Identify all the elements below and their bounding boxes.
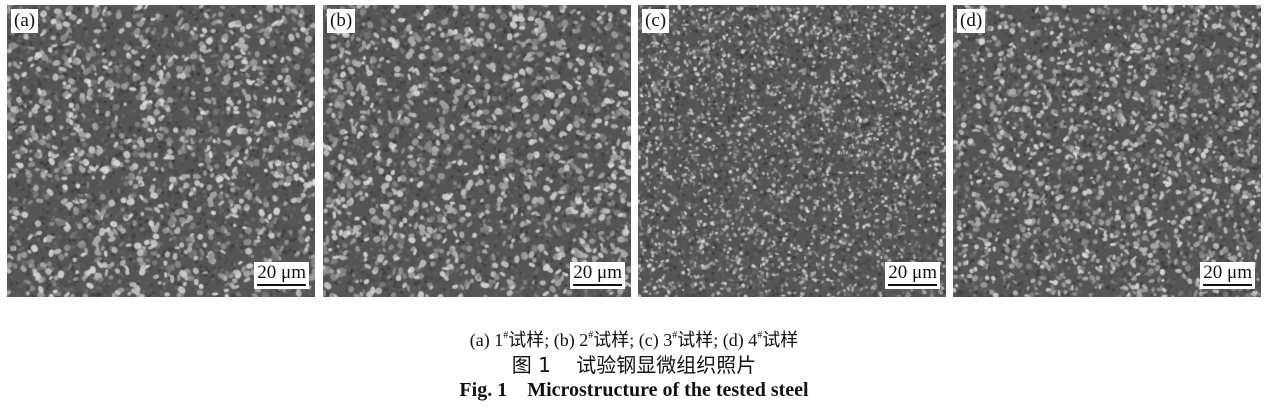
sem-image-b: (b) 20 μm xyxy=(323,5,631,297)
caption-english: Fig. 1 Microstructure of the tested stee… xyxy=(459,379,809,401)
subcaption-sup: # xyxy=(672,330,678,341)
panel-label: (b) xyxy=(327,9,356,33)
subcaption-part: 试样 xyxy=(762,330,799,350)
caption-chinese: 图 1 试验钢显微组织照片 xyxy=(511,353,757,377)
scale-bar: 20 μm xyxy=(1200,262,1255,289)
sem-image-d: (d) 20 μm xyxy=(953,5,1261,297)
scale-bar-line xyxy=(1203,284,1252,286)
scale-bar: 20 μm xyxy=(254,262,309,289)
scale-bar: 20 μm xyxy=(570,262,625,289)
scale-bar-line xyxy=(257,284,306,286)
subcaption-sup: # xyxy=(757,330,763,341)
subcaption-part: 试样; xyxy=(593,330,639,350)
sem-image-a: (a) 20 μm xyxy=(7,5,315,297)
scale-bar-text: 20 μm xyxy=(888,262,937,283)
scale-bar-line xyxy=(573,284,622,286)
subcaption-part: (a) 1 xyxy=(469,330,504,350)
subcaption-part: 试样; xyxy=(677,330,723,350)
subcaption-sup: # xyxy=(503,330,509,341)
subcaption-part: (d) 4 xyxy=(722,330,758,350)
subcaption-part: (c) 3 xyxy=(638,330,673,350)
panel-label: (d) xyxy=(957,9,986,33)
scale-bar-text: 20 μm xyxy=(257,262,306,283)
panel-label: (a) xyxy=(11,9,39,33)
panel-label: (c) xyxy=(642,9,670,33)
subcaption-sup: # xyxy=(588,330,594,341)
scale-bar-text: 20 μm xyxy=(1203,262,1252,283)
sem-image-c: (c) 20 μm xyxy=(638,5,946,297)
micrograph xyxy=(638,5,946,297)
subcaption-part: 试样; xyxy=(508,330,554,350)
scale-bar-line xyxy=(888,284,937,286)
micrograph xyxy=(323,5,631,297)
scale-bar: 20 μm xyxy=(885,262,940,289)
subcaption: (a) 1#试样; (b) 2#试样; (c) 3#试样; (d) 4#试样 xyxy=(0,329,1268,351)
micrograph xyxy=(953,5,1261,297)
scale-bar-text: 20 μm xyxy=(573,262,622,283)
micrograph xyxy=(7,5,315,297)
subcaption-part: (b) 2 xyxy=(553,330,589,350)
